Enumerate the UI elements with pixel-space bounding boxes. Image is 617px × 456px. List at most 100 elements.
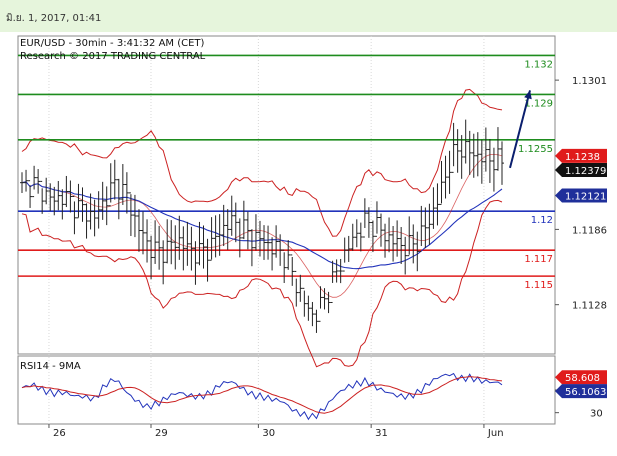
price-bar <box>463 119 468 164</box>
price-bar <box>479 139 484 184</box>
rsi-label: RSI14 - 9MA <box>20 361 81 372</box>
price-bar <box>100 181 105 220</box>
x-tick-label-3: 31 <box>375 428 388 439</box>
x-tick-label-1: 29 <box>155 428 168 439</box>
price-bar <box>104 186 109 226</box>
price-bar <box>350 223 355 251</box>
price-bar <box>274 225 279 258</box>
price-bar <box>157 225 162 270</box>
price-bar <box>471 133 476 178</box>
bollinger-upper <box>21 88 503 237</box>
price-bar <box>278 234 283 266</box>
price-bar <box>403 236 408 275</box>
price-bar <box>56 180 61 211</box>
price-bar <box>362 198 367 238</box>
price-bar <box>383 223 388 258</box>
price-bar <box>342 237 347 272</box>
price-bar <box>209 217 214 261</box>
price-bar <box>213 215 218 258</box>
price-bar <box>294 270 299 307</box>
price-bar <box>20 172 24 194</box>
price-bar <box>423 207 428 249</box>
level-label-4: 1.117 <box>524 254 553 265</box>
price-bar <box>165 219 170 264</box>
price-bar <box>48 183 53 211</box>
price-bar <box>455 129 460 173</box>
price-bar <box>36 169 41 194</box>
price-bar <box>40 180 45 214</box>
price-bar <box>415 231 420 272</box>
rsi-tag-label-0: 58.608 <box>565 373 600 384</box>
price-bar <box>358 222 363 252</box>
rsi-line <box>21 372 503 421</box>
price-bar <box>346 235 351 262</box>
rsi-ma-line <box>21 376 503 414</box>
price-bar <box>443 155 448 199</box>
price-bar <box>141 211 146 255</box>
price-bar <box>249 229 254 267</box>
rsi-panel-border <box>17 355 556 425</box>
price-bar <box>314 309 319 333</box>
rsi-tag-bg-0 <box>555 370 607 385</box>
price-bar <box>286 240 291 270</box>
rsi-tag-bg-1 <box>555 384 607 399</box>
price-bar <box>407 216 412 257</box>
forecast-arrow-head <box>524 90 532 100</box>
price-bar <box>374 201 379 237</box>
level-label-3: 1.12 <box>531 215 553 226</box>
price-bar <box>330 260 335 303</box>
price-bar <box>229 195 234 236</box>
price-bar <box>302 287 307 317</box>
price-bar <box>116 178 121 220</box>
x-tick-label-0: 26 <box>53 428 66 439</box>
price-bar <box>338 258 343 284</box>
price-bar <box>399 227 404 265</box>
price-bar <box>68 180 73 213</box>
price-bar <box>447 150 452 194</box>
price-bar <box>169 220 174 265</box>
price-bar <box>52 186 57 216</box>
level-label-2: 1.1255 <box>518 144 553 155</box>
price-bar <box>354 219 359 248</box>
chart-frame: 1.132 1.129 1.1255 1.12 1.117 1.115 1.1301 1.1… <box>0 32 617 452</box>
price-bar <box>310 301 315 327</box>
chart-title: EUR/USD - 30min - 3:41:32 AM (CET) <box>20 38 205 49</box>
price-bar <box>282 249 287 283</box>
price-bar <box>145 219 150 263</box>
price-bar <box>92 199 97 237</box>
price-tag-bg-2 <box>555 188 607 203</box>
y-tick-label-1: 1.1186 <box>572 225 607 236</box>
chart-subtitle: Research © 2017 TRADING CENTRAL <box>20 51 206 62</box>
price-bar <box>495 127 500 171</box>
price-bar <box>88 193 93 230</box>
bollinger-lower <box>21 199 503 368</box>
price-bar <box>500 141 504 185</box>
price-bar <box>96 191 101 229</box>
price-tag-bg-1 <box>555 163 607 178</box>
x-tick-label-2: 30 <box>262 428 275 439</box>
price-bar <box>76 183 81 219</box>
price-tag-label-1: 1.12379 <box>565 166 606 177</box>
price-bar <box>161 240 166 285</box>
price-bar <box>395 220 400 257</box>
price-bar <box>334 259 339 283</box>
price-bar <box>185 221 190 266</box>
timestamp-bar: มิ.ย. 1, 2017, 01:41 <box>0 0 617 32</box>
price-bar <box>487 138 492 183</box>
rsi-tick-label-1: 30 <box>590 409 603 420</box>
price-bar <box>189 226 194 271</box>
price-bar <box>205 238 210 282</box>
price-bar <box>112 159 117 200</box>
price-bar <box>318 286 323 322</box>
price-bar <box>128 192 133 237</box>
price-bar <box>181 226 186 271</box>
price-bar <box>60 189 65 220</box>
price-bar <box>197 221 202 266</box>
price-bar <box>431 187 436 229</box>
price-bar <box>80 187 85 222</box>
price-bar <box>32 165 37 198</box>
price-bar <box>108 163 113 207</box>
price-bar <box>72 195 77 235</box>
price-bar <box>378 213 383 247</box>
price-bar <box>322 288 327 310</box>
